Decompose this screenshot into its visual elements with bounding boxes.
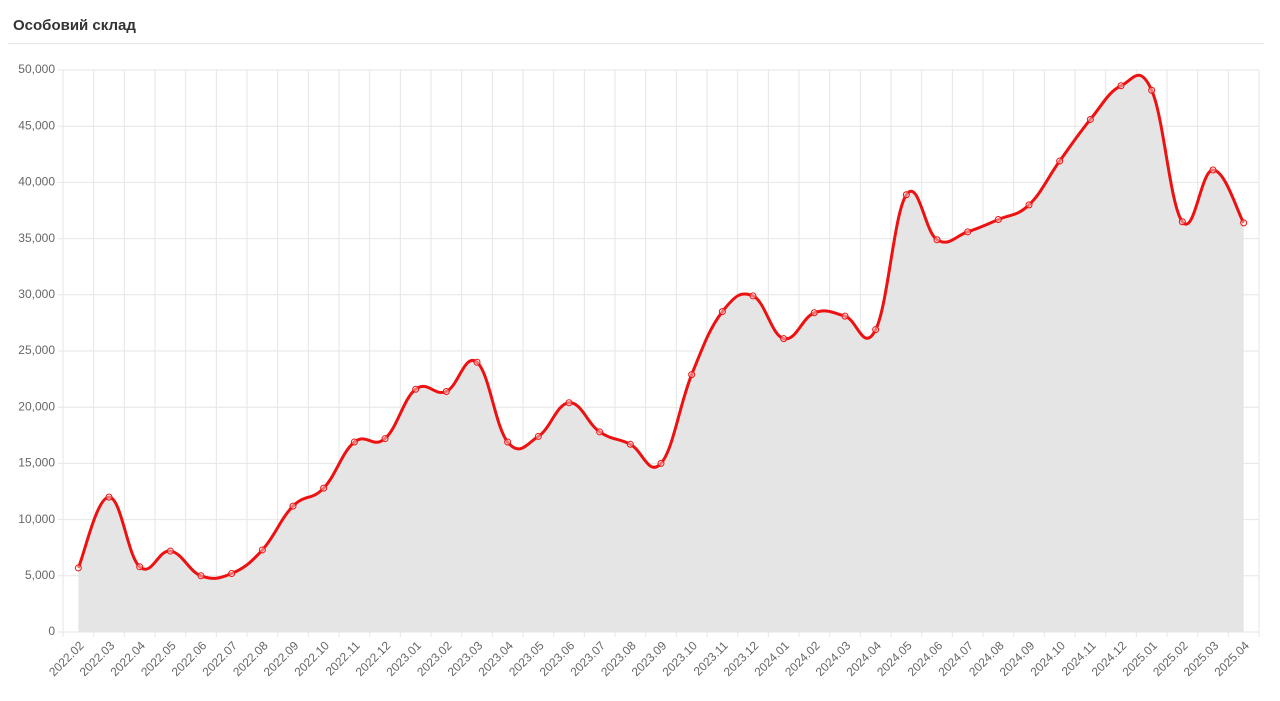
point (657, 459, 665, 467)
line (76, 73, 1245, 580)
point (872, 326, 880, 334)
y-tick-label: 15,000 (18, 456, 55, 470)
x-tick-label: 2025.04 (1211, 638, 1252, 679)
point (994, 215, 1002, 223)
point (718, 308, 726, 316)
point (596, 428, 604, 436)
title-rule (8, 43, 1264, 44)
point (1025, 201, 1033, 209)
point (626, 440, 634, 448)
point (136, 563, 144, 571)
y-tick-label: 45,000 (18, 118, 55, 132)
point (749, 292, 757, 300)
point (381, 435, 389, 443)
point (258, 546, 266, 554)
point (780, 335, 788, 343)
point (442, 387, 450, 395)
point (197, 572, 205, 580)
y-tick-label: 25,000 (18, 343, 55, 357)
point (289, 502, 297, 510)
area (78, 75, 1244, 632)
point (320, 484, 328, 492)
point (565, 399, 573, 407)
y-tick-label: 50,000 (18, 62, 55, 76)
point (105, 493, 113, 501)
point (1209, 166, 1217, 174)
point (688, 371, 696, 379)
y-tick-label: 40,000 (18, 175, 55, 189)
point (504, 438, 512, 446)
point (350, 438, 358, 446)
point (166, 547, 174, 555)
point (534, 432, 542, 440)
point (1117, 82, 1125, 90)
point (810, 309, 818, 317)
point (1178, 218, 1186, 226)
point (964, 228, 972, 236)
y-tick-label: 20,000 (18, 399, 55, 413)
point (228, 570, 236, 578)
point (473, 358, 481, 366)
point (841, 312, 849, 320)
chart-title: Особовий склад (13, 17, 136, 34)
point (74, 564, 82, 572)
point (412, 385, 420, 393)
y-tick-label: 0 (48, 624, 55, 638)
y-tick-label: 10,000 (18, 512, 55, 526)
y-tick-label: 5,000 (25, 568, 55, 582)
y-tick-label: 30,000 (18, 287, 55, 301)
point (902, 191, 910, 199)
point (1148, 86, 1156, 94)
y-tick-label: 35,000 (18, 231, 55, 245)
point (1056, 157, 1064, 165)
point (933, 236, 941, 244)
point (1240, 219, 1248, 227)
point (1086, 115, 1094, 123)
